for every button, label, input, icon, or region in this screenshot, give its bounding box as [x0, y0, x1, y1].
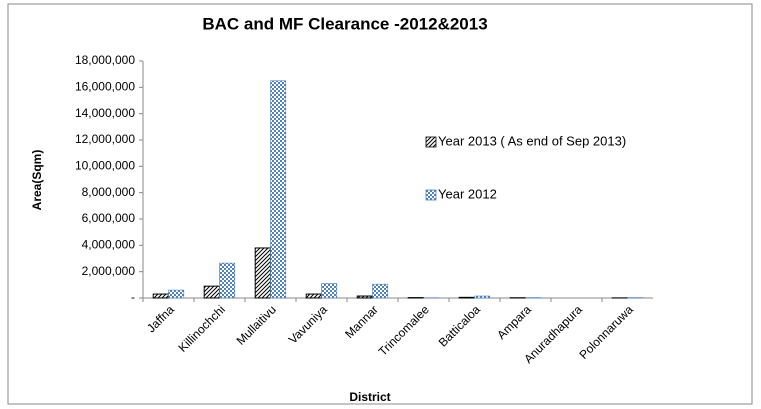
legend-swatch — [425, 189, 437, 201]
y-tick-label: 12,000,000 — [75, 132, 135, 146]
bar — [356, 295, 374, 299]
bar — [458, 296, 476, 299]
y-tick-label: 6,000,000 — [82, 211, 136, 225]
y-tick-label: 4,000,000 — [82, 238, 136, 252]
legend-label: Year 2012 — [438, 186, 497, 201]
bar — [321, 283, 338, 299]
bar — [203, 285, 220, 299]
bar — [270, 80, 287, 299]
y-tick-label: - — [131, 290, 135, 304]
x-axis-label: District — [349, 390, 390, 404]
y-tick-label: 16,000,000 — [75, 80, 135, 94]
y-tick-label: 10,000,000 — [75, 159, 135, 173]
chart-title: BAC and MF Clearance -2012&2013 — [202, 14, 487, 33]
bar — [372, 283, 389, 299]
bar — [219, 262, 236, 299]
y-tick-label: 2,000,000 — [82, 264, 136, 278]
y-tick-label: 8,000,000 — [82, 185, 136, 199]
bar — [168, 289, 185, 299]
bar — [305, 293, 323, 299]
bar — [474, 295, 491, 299]
y-axis-label: Area(Sqm) — [30, 150, 44, 211]
y-tick-label: 18,000,000 — [75, 53, 135, 67]
bar — [254, 247, 271, 299]
bar — [152, 293, 169, 299]
y-tick-label: 14,000,000 — [75, 106, 135, 120]
legend-swatch — [425, 136, 437, 148]
legend-label: Year 2013 ( As end of Sep 2013) — [438, 133, 626, 148]
chart-frame — [7, 3, 753, 405]
